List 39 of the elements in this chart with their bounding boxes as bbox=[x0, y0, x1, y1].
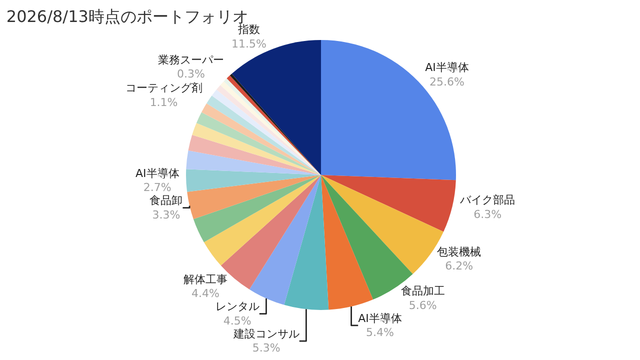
data-label: 4.4% bbox=[191, 287, 220, 300]
data-label: 5.4% bbox=[366, 326, 394, 340]
slice-label: 食品卸 bbox=[150, 194, 183, 208]
slice-label: AI半導体 bbox=[425, 61, 469, 74]
pie-slice bbox=[196, 112, 321, 175]
pie-slice bbox=[188, 134, 321, 175]
slice-label: 業務スーパー bbox=[158, 53, 224, 66]
data-label: 5.6% bbox=[408, 298, 437, 312]
slice-label: レンタル bbox=[215, 300, 260, 314]
slice-label: AI半導体 bbox=[358, 312, 402, 325]
slice-label: バイク部品 bbox=[459, 194, 516, 207]
data-label: 4.5% bbox=[223, 314, 252, 328]
pie-slice bbox=[284, 175, 329, 310]
pie-slice bbox=[232, 40, 321, 175]
data-label: 11.5% bbox=[232, 37, 266, 50]
data-label: 3.3% bbox=[152, 208, 180, 222]
pie-slice bbox=[193, 175, 321, 242]
slice-label: 建設コンサル bbox=[232, 327, 300, 340]
pie-slice bbox=[204, 175, 321, 266]
pie-slice bbox=[192, 122, 321, 175]
data-label: 0.3% bbox=[176, 68, 205, 81]
slice-label: 解体工事 bbox=[183, 272, 228, 286]
data-label: 1.1% bbox=[150, 96, 178, 109]
pie-slice bbox=[321, 175, 374, 310]
data-label: 5.3% bbox=[252, 342, 280, 355]
data-label: 25.6% bbox=[429, 75, 464, 88]
pie-slice bbox=[186, 150, 321, 175]
pie-slice bbox=[187, 175, 321, 220]
slice-label: コーティング剤 bbox=[125, 82, 202, 95]
slice-label: 包装機械 bbox=[437, 245, 482, 258]
slice-label: 指数 bbox=[236, 23, 260, 36]
pie-slice bbox=[321, 175, 413, 300]
pie-slice bbox=[186, 169, 321, 192]
slice-label: 食品加工 bbox=[400, 284, 445, 298]
slice-label: AI半導体 bbox=[136, 166, 180, 180]
data-label: 2.7% bbox=[143, 181, 172, 194]
data-label: 6.3% bbox=[474, 208, 502, 221]
pie-slice bbox=[321, 175, 456, 232]
data-label: 6.2% bbox=[445, 260, 474, 273]
